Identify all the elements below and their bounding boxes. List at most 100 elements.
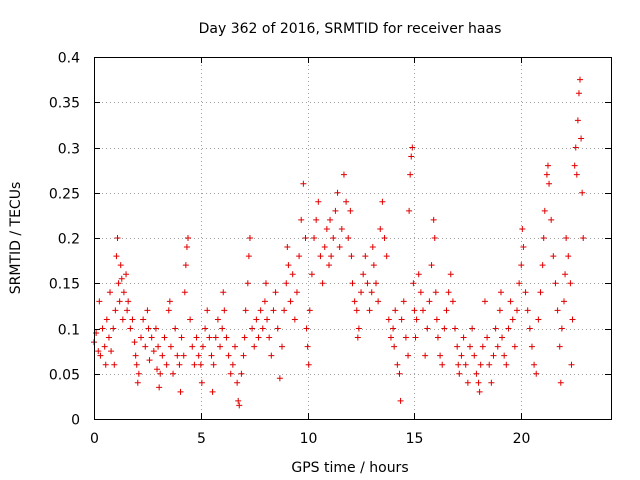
data-point (170, 370, 177, 377)
data-point (518, 262, 525, 269)
data-point (492, 325, 499, 332)
data-point (422, 352, 429, 359)
data-point (140, 316, 147, 323)
data-point (420, 307, 426, 314)
data-point (191, 361, 198, 368)
data-point (391, 343, 398, 350)
data-point (156, 384, 163, 391)
data-point (302, 235, 309, 241)
data-point (445, 289, 452, 296)
data-point (135, 370, 142, 377)
data-point (405, 352, 412, 359)
data-point (486, 361, 493, 368)
data-point (424, 325, 431, 332)
data-point (575, 90, 582, 97)
data-point (182, 262, 189, 269)
x-axis-label: GPS time / hours (291, 460, 408, 476)
data-point (336, 244, 343, 251)
data-point (133, 361, 140, 368)
data-point (279, 343, 285, 350)
data-point (348, 253, 355, 260)
data-point (413, 316, 420, 323)
data-point (120, 289, 127, 296)
data-point (214, 316, 221, 323)
x-tick-label: 20 (513, 431, 531, 447)
data-point (272, 289, 279, 296)
data-point (220, 289, 227, 296)
data-point (189, 343, 196, 350)
data-point (113, 253, 120, 260)
data-point (159, 352, 166, 359)
data-point (266, 334, 273, 341)
data-point (251, 343, 258, 350)
data-point (362, 253, 369, 260)
data-point (347, 207, 354, 214)
data-point (554, 307, 561, 314)
data-point (155, 343, 162, 350)
data-point (569, 316, 576, 323)
x-tick-label: 0 (90, 431, 99, 447)
data-point (402, 334, 409, 341)
data-point (212, 334, 219, 341)
data-point (289, 271, 296, 278)
data-point (210, 361, 217, 368)
data-point (208, 352, 215, 359)
data-point (479, 343, 486, 350)
y-tick-label: 0.15 (49, 277, 80, 293)
data-point (541, 207, 548, 214)
data-point (283, 280, 290, 287)
x-tick-label: 15 (406, 431, 424, 447)
data-point (462, 361, 469, 368)
data-point (227, 370, 234, 377)
data-point (300, 180, 307, 187)
data-point (157, 370, 164, 377)
data-point (198, 379, 205, 386)
data-point (195, 352, 202, 359)
data-point (563, 235, 570, 241)
data-point (240, 352, 247, 359)
data-point (550, 253, 557, 260)
data-point (558, 325, 565, 332)
data-point (573, 171, 580, 178)
data-point (449, 298, 456, 305)
data-point (373, 280, 379, 287)
data-point (225, 352, 232, 359)
data-point (565, 253, 572, 260)
data-point (134, 379, 141, 386)
data-point (330, 235, 337, 241)
data-point (503, 361, 510, 368)
data-point (244, 280, 251, 287)
data-point (580, 235, 587, 241)
data-point (358, 289, 365, 296)
data-point (328, 253, 335, 260)
data-point (174, 352, 181, 359)
data-point (241, 334, 248, 341)
data-point (270, 307, 277, 314)
data-point (475, 379, 482, 386)
data-point (306, 307, 313, 314)
data-point (396, 370, 403, 377)
data-point (544, 162, 551, 169)
data-point (411, 307, 418, 314)
data-point (340, 171, 347, 178)
data-point (116, 298, 123, 305)
data-point (557, 379, 564, 386)
data-point (400, 298, 407, 305)
data-point (232, 343, 238, 350)
data-point (99, 325, 106, 332)
data-point (311, 235, 318, 241)
data-point (528, 343, 535, 350)
data-point (522, 289, 529, 296)
data-point (338, 225, 345, 232)
data-point (552, 280, 559, 287)
data-point (117, 262, 124, 269)
data-point (524, 307, 531, 314)
y-tick-label: 0.3 (58, 142, 80, 158)
data-point (236, 402, 243, 409)
y-tick-label: 0.2 (58, 232, 80, 248)
data-point (432, 289, 439, 296)
data-point (102, 361, 109, 368)
data-point (276, 375, 283, 382)
data-point (124, 307, 131, 314)
data-point (131, 339, 138, 346)
